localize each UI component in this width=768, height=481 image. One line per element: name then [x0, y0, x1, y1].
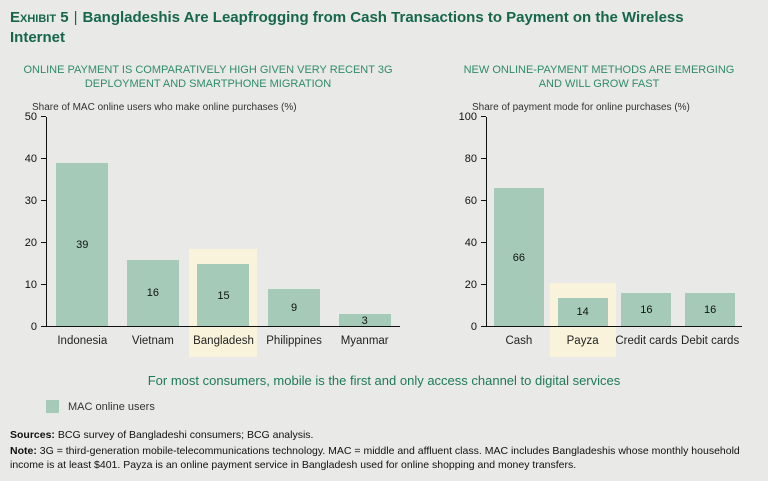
bar-column: 16 Credit cards — [615, 117, 679, 347]
y-tick-label: 100 — [458, 111, 477, 123]
y-tick-label: 20 — [24, 237, 37, 249]
right-y-axis-caption: Share of payment mode for online purchas… — [472, 102, 690, 113]
y-tick-label: 80 — [464, 153, 477, 165]
footer-notes: Sources: BCG survey of Bangladeshi consu… — [10, 428, 758, 473]
charts-row: ONLINE PAYMENT IS COMPARATIVELY HIGH GIV… — [10, 63, 758, 357]
y-tick-mark — [41, 116, 46, 117]
category-label: Debit cards — [681, 335, 740, 347]
bar-value-label: 16 — [704, 304, 717, 317]
note-label: Note: — [10, 445, 37, 458]
sources-line: Sources: BCG survey of Bangladeshi consu… — [10, 428, 758, 442]
bar-column: 16 Debit cards — [678, 117, 742, 347]
bar-value-label: 3 — [361, 314, 368, 327]
category-label: Credit cards — [615, 335, 678, 347]
y-tick-mark — [481, 158, 486, 159]
bar-column: 15 Bangladesh — [188, 117, 259, 357]
category-label: Philippines — [266, 335, 322, 347]
bar: 9 — [268, 289, 321, 327]
category-label: Vietnam — [131, 335, 174, 347]
header-separator: | — [73, 9, 78, 26]
left-chart-panel: ONLINE PAYMENT IS COMPARATIVELY HIGH GIV… — [16, 63, 400, 357]
y-tick-mark — [481, 116, 486, 117]
y-tick-mark — [41, 200, 46, 201]
y-tick-mark — [41, 158, 46, 159]
bar-column: 66 Cash — [487, 117, 551, 347]
right-chart-title: NEW ONLINE-PAYMENT METHODS ARE EMERGING … — [463, 64, 735, 91]
bar-value-label: 66 — [512, 251, 525, 264]
bar-column: 9 Philippines — [259, 117, 330, 347]
y-tick-mark — [41, 242, 46, 243]
y-tick-label: 30 — [24, 195, 37, 207]
category-label: Myanmar — [340, 335, 389, 347]
left-y-axis: 0 10 20 30 40 50 — [16, 111, 46, 333]
bar-value-label: 39 — [76, 239, 89, 252]
note-line: Note: 3G = third-generation mobile-telec… — [10, 444, 758, 472]
y-tick-label: 50 — [24, 111, 37, 123]
x-axis-line — [47, 326, 400, 327]
y-tick-label: 10 — [24, 279, 37, 291]
exhibit-title: Bangladeshis Are Leapfrogging from Cash … — [10, 9, 684, 46]
bar: 14 — [557, 297, 608, 327]
category-label: Cash — [505, 335, 533, 347]
legend-swatch-icon — [46, 400, 59, 413]
bar-column: 39 Indonesia — [47, 117, 118, 347]
left-plot: 0 10 20 30 40 50 39 Indonesia 16 Vietnam 15 Bangla… — [16, 111, 400, 357]
bar: 16 — [685, 293, 736, 327]
y-tick-mark — [41, 284, 46, 285]
category-label: Bangladesh — [193, 335, 254, 347]
y-tick-mark — [481, 200, 486, 201]
legend-label: MAC online users — [68, 400, 155, 413]
bar-value-label: 9 — [291, 302, 298, 315]
category-label: Indonesia — [57, 335, 108, 347]
sources-text: BCG survey of Bangladeshi consumers; BCG… — [57, 429, 314, 441]
exhibit-number: Exhibit 5 — [10, 9, 69, 26]
bar: 66 — [493, 188, 544, 327]
right-plot: 0 20 40 60 80 100 66 Cash 14 Payza 16 Credit cards… — [456, 111, 742, 357]
bar-value-label: 15 — [217, 289, 230, 302]
bar: 3 — [338, 314, 391, 327]
sources-label: Sources: — [10, 429, 55, 441]
y-tick-mark — [481, 242, 486, 243]
right-y-axis: 0 20 40 60 80 100 — [456, 111, 486, 333]
y-tick-mark — [41, 326, 46, 327]
bar-column: 14 Payza — [549, 117, 616, 357]
bar-column: 16 Vietnam — [118, 117, 189, 347]
exhibit-header: Exhibit 5 | Bangladeshis Are Leapfrogging … — [10, 8, 734, 47]
bar-value-label: 16 — [146, 287, 160, 300]
legend: MAC online users — [46, 400, 758, 413]
y-tick-label: 40 — [464, 237, 477, 249]
bar-value-label: 14 — [576, 306, 589, 319]
left-chart-title: ONLINE PAYMENT IS COMPARATIVELY HIGH GIV… — [23, 64, 393, 91]
bar-value-label: 16 — [640, 304, 653, 317]
y-tick-label: 60 — [464, 195, 477, 207]
y-tick-label: 20 — [464, 279, 477, 291]
bar-column: 3 Myanmar — [329, 117, 400, 347]
left-plot-area: 39 Indonesia 16 Vietnam 15 Bangladesh 9 Philipp… — [46, 117, 400, 357]
bar: 39 — [56, 163, 109, 327]
right-plot-area: 66 Cash 14 Payza 16 Credit cards 16 Debit cards — [486, 117, 742, 357]
y-tick-label: 40 — [24, 153, 37, 165]
y-tick-label: 0 — [30, 321, 37, 333]
bar: 15 — [197, 264, 250, 327]
y-tick-mark — [481, 326, 486, 327]
y-tick-label: 0 — [470, 321, 477, 333]
note-text: 3G = third-generation mobile-telecommuni… — [10, 445, 740, 472]
callout-text: For most consumers, mobile is the first … — [147, 373, 621, 388]
right-chart-panel: NEW ONLINE-PAYMENT METHODS ARE EMERGING … — [456, 63, 742, 357]
bar: 16 — [621, 293, 672, 327]
category-label: Payza — [566, 335, 599, 347]
x-axis-line — [487, 326, 742, 327]
y-tick-mark — [481, 284, 486, 285]
bar: 16 — [126, 259, 179, 327]
left-y-axis-caption: Share of MAC online users who make onlin… — [32, 102, 297, 113]
